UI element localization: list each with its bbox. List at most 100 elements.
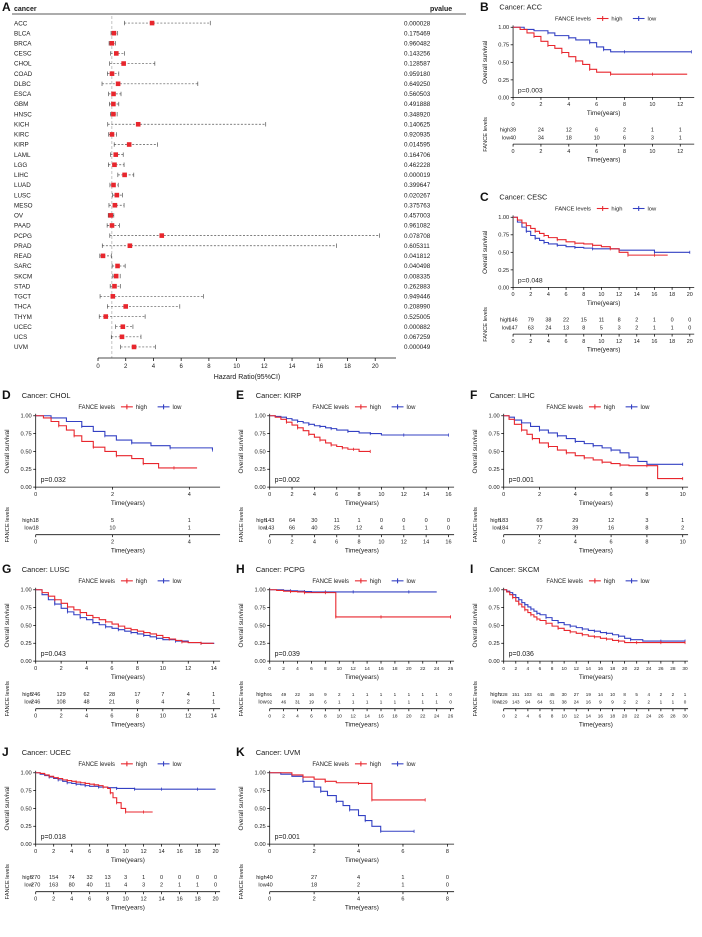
svg-text:0: 0	[34, 492, 37, 498]
svg-text:0: 0	[34, 897, 37, 903]
svg-text:103: 103	[524, 692, 532, 697]
svg-text:8: 8	[582, 292, 585, 298]
svg-text:high: high	[370, 405, 381, 411]
svg-text:2: 2	[313, 897, 316, 903]
svg-text:0.560503: 0.560503	[404, 91, 431, 98]
svg-text:1: 1	[672, 700, 675, 705]
svg-text:0: 0	[96, 364, 100, 370]
svg-text:14: 14	[586, 666, 592, 672]
svg-text:24: 24	[538, 127, 544, 133]
svg-text:8: 8	[106, 849, 109, 855]
svg-text:LGG: LGG	[14, 162, 27, 169]
svg-text:46: 46	[281, 700, 287, 705]
svg-text:low: low	[258, 526, 267, 532]
svg-text:0.000019: 0.000019	[404, 172, 431, 179]
svg-text:6: 6	[610, 540, 613, 546]
svg-text:LUAD: LUAD	[14, 182, 31, 189]
svg-text:16: 16	[378, 666, 384, 672]
svg-text:0.164706: 0.164706	[404, 152, 431, 159]
svg-text:18: 18	[33, 518, 39, 524]
km-content: Cancer: UCEC FANCE levels high low 1.00 0.75 0…	[4, 748, 221, 912]
svg-text:80: 80	[69, 883, 75, 889]
svg-text:THCA: THCA	[14, 304, 32, 311]
svg-text:Time(years): Time(years)	[579, 674, 613, 681]
svg-text:63: 63	[528, 325, 534, 331]
panel-letter-h: H	[236, 562, 245, 576]
svg-text:10: 10	[561, 714, 567, 720]
svg-text:pvalue: pvalue	[430, 6, 452, 13]
svg-text:Overall survival: Overall survival	[238, 429, 245, 473]
svg-text:91: 91	[267, 692, 273, 697]
svg-text:0.50: 0.50	[21, 449, 32, 455]
svg-text:2: 2	[635, 325, 638, 331]
svg-text:2: 2	[539, 149, 542, 155]
svg-text:8: 8	[623, 102, 626, 108]
svg-text:0.078708: 0.078708	[404, 233, 431, 240]
svg-text:1: 1	[394, 692, 397, 697]
svg-text:0.75: 0.75	[498, 233, 509, 239]
svg-text:8: 8	[582, 339, 585, 345]
svg-text:Overall survival: Overall survival	[482, 231, 489, 274]
svg-text:0.208990: 0.208990	[404, 304, 431, 311]
svg-text:Time(years): Time(years)	[111, 674, 145, 681]
svg-text:1: 1	[679, 135, 682, 141]
svg-text:10: 10	[123, 849, 129, 855]
svg-text:18: 18	[610, 714, 616, 720]
svg-text:1: 1	[653, 325, 656, 331]
km-content: Cancer: KIRP FANCE levels high low 1.00 0.75 0…	[238, 391, 455, 555]
svg-text:12: 12	[401, 540, 407, 546]
svg-text:SARC: SARC	[14, 263, 32, 270]
svg-text:low: low	[647, 206, 657, 212]
svg-text:4: 4	[70, 849, 73, 855]
risk-table-label: FANCE levels	[483, 307, 489, 342]
svg-text:6: 6	[110, 714, 113, 720]
svg-text:Time(years): Time(years)	[111, 905, 145, 912]
risk-table-label: FANCE levels	[239, 864, 245, 900]
svg-text:high: high	[256, 518, 267, 524]
svg-text:BLCA: BLCA	[14, 30, 31, 37]
svg-text:19: 19	[309, 700, 315, 705]
panel-letter-b: B	[480, 0, 489, 14]
svg-text:3: 3	[124, 875, 127, 881]
svg-text:KICH: KICH	[14, 121, 29, 128]
svg-text:12: 12	[141, 897, 147, 903]
svg-text:12: 12	[185, 714, 191, 720]
svg-text:1: 1	[653, 317, 656, 323]
svg-text:Cancer: CESC: Cancer: CESC	[499, 193, 547, 202]
svg-text:1: 1	[352, 692, 355, 697]
svg-text:Time(years): Time(years)	[345, 548, 379, 555]
svg-text:16: 16	[608, 526, 614, 532]
svg-text:10: 10	[598, 292, 604, 298]
svg-text:14: 14	[364, 666, 370, 672]
survival-curve-high	[269, 415, 371, 452]
svg-text:1: 1	[380, 700, 383, 705]
svg-text:24: 24	[545, 325, 551, 331]
svg-text:0.50: 0.50	[498, 60, 509, 66]
svg-text:low: low	[172, 762, 182, 768]
svg-text:Time(years): Time(years)	[111, 500, 145, 507]
svg-text:low: low	[172, 405, 182, 411]
svg-text:10: 10	[123, 897, 129, 903]
svg-text:FANCE levels: FANCE levels	[546, 405, 583, 411]
survival-curve-low	[503, 415, 683, 465]
svg-text:14: 14	[159, 849, 165, 855]
svg-text:40: 40	[267, 883, 273, 889]
svg-text:0.491888: 0.491888	[404, 101, 431, 108]
svg-text:8: 8	[446, 897, 449, 903]
svg-text:16: 16	[177, 849, 183, 855]
svg-text:0: 0	[160, 875, 163, 881]
risk-table-label: FANCE levels	[473, 507, 479, 543]
svg-text:low: low	[492, 700, 501, 706]
svg-text:0: 0	[402, 518, 405, 524]
svg-text:high: high	[256, 692, 267, 698]
svg-text:3: 3	[645, 518, 648, 524]
svg-text:0: 0	[512, 149, 515, 155]
svg-text:30: 30	[682, 714, 688, 720]
svg-text:8: 8	[358, 492, 361, 498]
svg-text:2: 2	[538, 492, 541, 498]
svg-text:14: 14	[211, 666, 217, 672]
panel-f-km-lihc: F Cancer: LIHC FANCE levels high low 1.00 0.7…	[468, 388, 702, 562]
km-plot-kirp: Cancer: KIRP FANCE levels high low 1.00 0.75 0…	[238, 391, 455, 555]
svg-text:3: 3	[142, 883, 145, 889]
svg-text:2: 2	[538, 540, 541, 546]
